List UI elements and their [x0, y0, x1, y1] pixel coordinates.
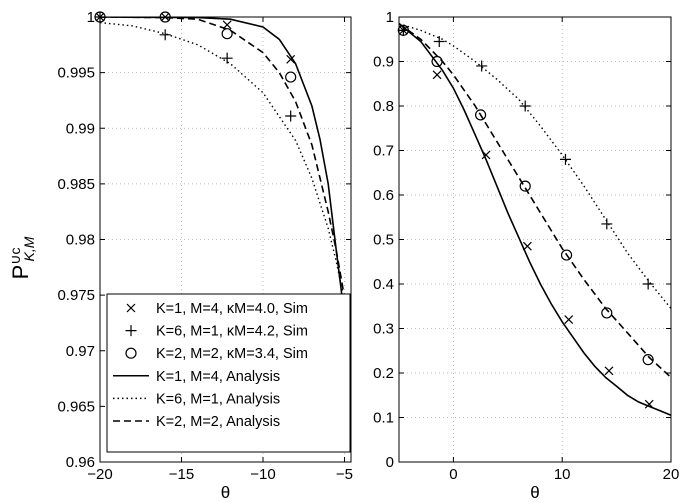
legend-label: K=1, M=4, Analysis	[156, 369, 280, 385]
data-point-circle	[285, 71, 297, 83]
y-tick-label: 0.8	[373, 98, 394, 115]
x-axis-label: θ	[530, 483, 539, 502]
y-tick-label: 0.6	[373, 187, 394, 204]
data-point-x	[481, 150, 491, 160]
x-tick-label: 10	[554, 466, 571, 483]
data-point-x	[522, 241, 532, 251]
y-tick-label: 0.97	[66, 343, 95, 360]
series-line-dashed	[100, 17, 349, 318]
legend-marker-x	[126, 303, 136, 313]
data-point-circle	[431, 55, 443, 68]
data-point-circle	[397, 24, 409, 36]
y-axis-label-subscript: K,M	[21, 236, 37, 261]
y-tick-label: 0.98	[66, 232, 95, 249]
y-tick-label: 0.4	[373, 276, 394, 293]
series-line-dotted	[399, 23, 671, 309]
data-point-plus	[285, 110, 297, 122]
legend-label: K=6, M=1, κM=4.2, Sim	[156, 324, 308, 340]
data-point-circle	[601, 307, 613, 319]
legend-label: K=2, M=2, κM=3.4, Sim	[156, 346, 308, 362]
series-line-solid	[100, 17, 348, 342]
x-tick-label: −20	[87, 466, 112, 483]
right-chart-panel: 0 10 20 0 0.1 0.2 0.3 0.4 0.5 0.6 0.7 0.8 0.9 1 θ	[373, 9, 679, 502]
x-tick-label: 0	[449, 466, 457, 483]
legend-label: K=6, M=1, Analysis	[156, 391, 280, 407]
y-axis-label-main: P	[8, 265, 33, 280]
svg-text:P∪cK,M: P∪cK,M	[7, 236, 37, 279]
y-tick-label: 0.2	[373, 365, 394, 382]
y-tick-label: 0.9	[373, 54, 394, 71]
y-tick-label: 0.985	[57, 176, 95, 193]
left-chart-panel: −20 −15 −10 −5 0.96 0.965 0.97 0.975 0.98 0.985 0.…	[57, 9, 353, 502]
series-line-solid	[399, 23, 671, 417]
y-axis-label: P∪cK,M	[7, 236, 37, 279]
x-axis-label: θ	[221, 483, 230, 502]
y-tick-label: 0.3	[373, 321, 394, 338]
y-tick-label: 0.99	[66, 120, 95, 137]
y-tick-label: 1	[386, 9, 394, 26]
data-point-x	[644, 399, 654, 409]
data-point-x	[564, 315, 574, 325]
series-line-dashed	[399, 23, 671, 379]
legend-marker-plus	[125, 325, 137, 337]
legend-marker-circle	[125, 347, 137, 359]
data-point-circle	[475, 109, 487, 121]
y-tick-label: 1	[87, 9, 95, 26]
data-point-plus	[397, 24, 409, 36]
data-point-plus	[433, 35, 445, 47]
legend-box	[106, 293, 351, 453]
y-tick-label: 0.975	[57, 287, 95, 304]
data-point-circle	[519, 180, 531, 192]
data-point-plus	[476, 60, 488, 72]
data-point-plus	[519, 100, 531, 112]
y-tick-label: 0.965	[57, 398, 95, 415]
x-tick-label: 20	[663, 466, 680, 483]
legend: K=1, M=4, κM=4.0, Sim K=6, M=1, κM=4.2, S…	[106, 293, 351, 453]
y-tick-label: 0.96	[66, 454, 95, 471]
data-point-plus	[159, 29, 171, 41]
legend-label: K=1, M=4, κM=4.0, Sim	[156, 301, 308, 317]
y-tick-label: 0	[386, 454, 394, 471]
data-point-plus	[601, 218, 613, 230]
y-tick-label: 0.1	[373, 410, 394, 427]
y-tick-label: 0.7	[373, 143, 394, 160]
data-point-circle	[560, 249, 573, 261]
y-axis-label-superscript: ∪c	[7, 247, 23, 264]
series-group	[100, 17, 349, 342]
legend-label: K=2, M=2, Analysis	[156, 414, 280, 430]
data-point-x	[222, 20, 232, 30]
plot-frame	[398, 16, 672, 463]
data-point-plus	[559, 153, 571, 165]
series-line-dotted	[100, 21, 349, 318]
x-tick-label: −10	[250, 466, 275, 483]
data-point-x	[286, 54, 296, 64]
data-point-x	[604, 366, 614, 376]
data-point-circle	[642, 354, 654, 366]
data-point-circle	[221, 28, 233, 40]
y-tick-label: 0.5	[373, 232, 394, 249]
data-point-plus	[221, 52, 233, 64]
data-point-plus	[642, 278, 654, 290]
y-tick-label: 0.995	[57, 65, 95, 82]
data-point-x	[432, 70, 442, 80]
plot-frame	[99, 16, 352, 463]
x-tick-label: −5	[336, 466, 353, 483]
series-group	[399, 23, 671, 417]
x-tick-label: −15	[169, 466, 194, 483]
